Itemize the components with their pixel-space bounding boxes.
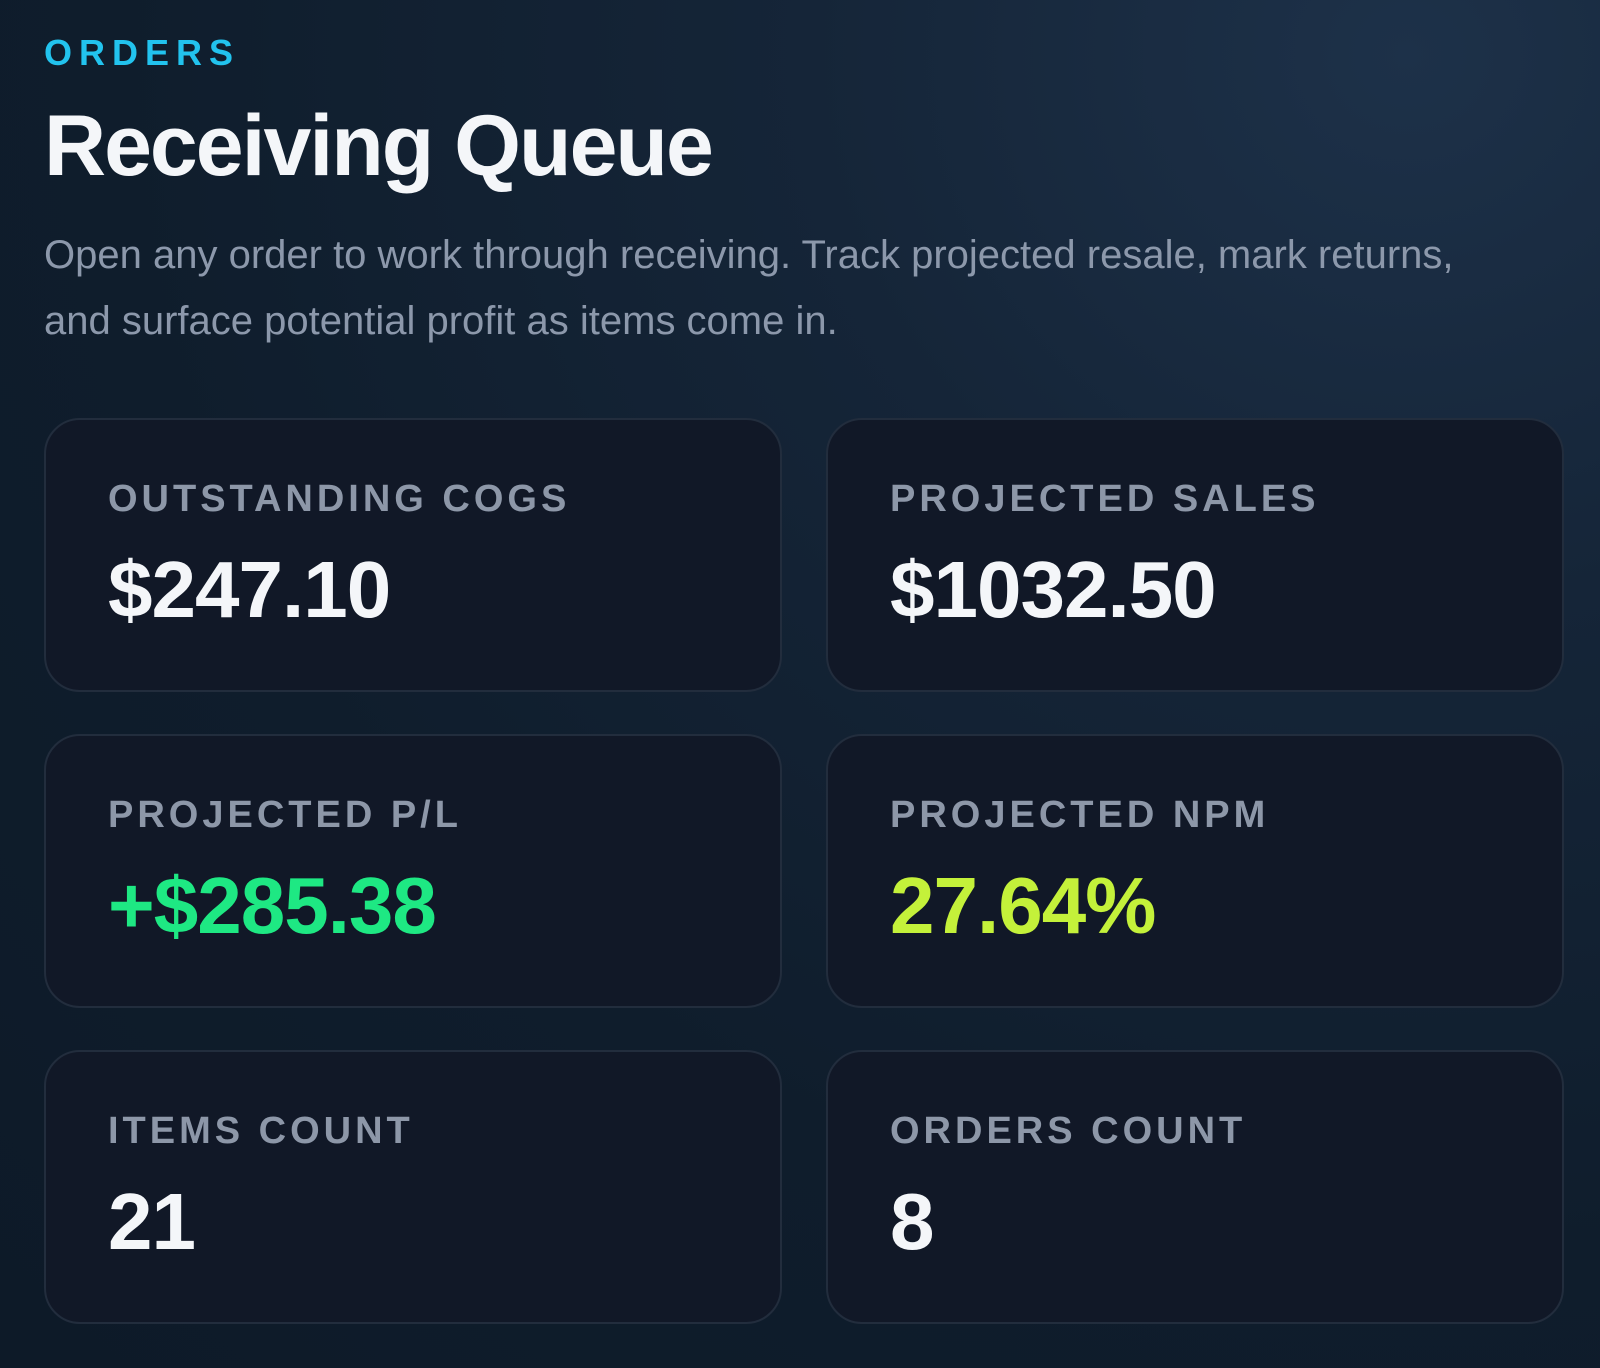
metric-value: $1032.50 [890,545,1217,634]
metric-value: 21 [108,1177,196,1266]
metric-card-projected-sales: PROJECTED SALES $1032.50 [826,418,1564,692]
metric-value-positive: +$285.38 [108,861,437,950]
page-description: Open any order to work through receiving… [44,233,1454,343]
metric-label: PROJECTED NPM [890,794,1270,836]
metric-card-projected-pl: PROJECTED P/L +$285.38 [44,734,782,1008]
page-header: ORDERS Receiving Queue Open any order to… [44,30,1544,354]
section-eyebrow: ORDERS [44,32,241,73]
metric-label: ITEMS COUNT [108,1110,414,1152]
metric-card-orders-count: ORDERS COUNT 8 [826,1050,1564,1324]
metric-value: $247.10 [108,545,391,634]
metric-value: 8 [890,1177,935,1266]
metric-label: OUTSTANDING COGS [108,478,571,520]
metric-card-projected-npm: PROJECTED NPM 27.64% [826,734,1564,1008]
metric-label: PROJECTED SALES [890,478,1320,520]
metrics-grid: OUTSTANDING COGS $247.10 PROJECTED SALES… [44,418,1564,1324]
metric-label: PROJECTED P/L [108,794,462,836]
metric-value-margin: 27.64% [890,861,1156,950]
metric-label: ORDERS COUNT [890,1110,1247,1152]
page-title: Receiving Queue [44,98,714,194]
metric-card-items-count: ITEMS COUNT 21 [44,1050,782,1324]
metric-card-outstanding-cogs: OUTSTANDING COGS $247.10 [44,418,782,692]
